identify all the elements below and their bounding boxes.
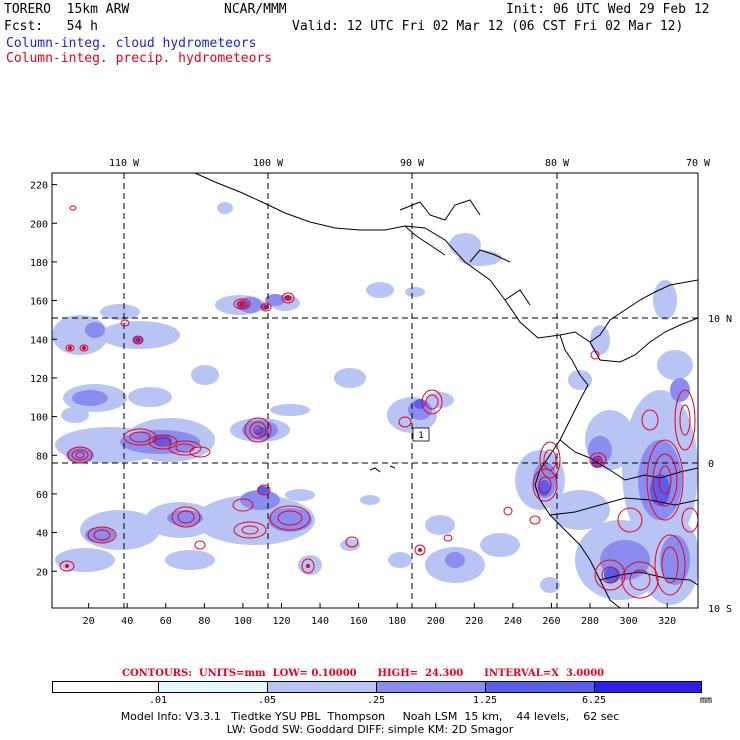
x-tick-label: 320 — [658, 616, 676, 627]
y-tick-label: 220 — [30, 181, 48, 192]
lon-label: 110 W — [109, 158, 140, 169]
x-tick-label: 180 — [388, 616, 406, 627]
x-tick-label: 200 — [427, 616, 445, 627]
colorbar-label: .01 — [148, 695, 168, 706]
contour-label-box: 1 — [412, 427, 430, 442]
colorbar-seg — [595, 682, 701, 692]
lon-label: 90 W — [400, 158, 425, 169]
lon-label: 80 W — [545, 158, 570, 169]
x-tick-label: 300 — [620, 616, 638, 627]
colorbar — [52, 681, 702, 693]
colorbar-seg — [377, 682, 486, 692]
x-tick-label: 260 — [542, 616, 560, 627]
y-axis-ticks: 20 40 60 80 100 120 140 160 180 200 220 — [30, 181, 57, 578]
x-tick-label: 20 — [83, 616, 95, 627]
x-tick-label: 140 — [311, 616, 329, 627]
x-tick-label: 120 — [272, 616, 290, 627]
x-tick-label: 240 — [504, 616, 522, 627]
colorbar-units: mm — [700, 695, 713, 706]
forecast-hour: Fcst: 54 h — [4, 19, 98, 34]
y-tick-label: 40 — [36, 529, 48, 540]
colorbar-label: 1.25 — [472, 695, 498, 706]
lat-label: 10 N — [708, 314, 732, 325]
colorbar-seg — [486, 682, 595, 692]
x-tick-label: 280 — [581, 616, 599, 627]
y-tick-label: 20 — [36, 567, 48, 578]
y-tick-label: 80 — [36, 451, 48, 462]
model-title: TORERO 15km ARW — [4, 2, 130, 17]
precip-cores — [65, 296, 600, 568]
colorbar-seg — [159, 682, 268, 692]
contours-info: CONTOURS: UNITS=mm LOW= 0.10000 HIGH= 24… — [122, 668, 605, 679]
cloud-light-layer — [52, 202, 698, 605]
y-tick-label: 60 — [36, 490, 48, 501]
lon-label: 100 W — [253, 158, 284, 169]
y-tick-label: 100 — [30, 413, 48, 424]
graticule — [52, 173, 698, 608]
lat-label: 10 S — [708, 604, 732, 615]
x-axis-ticks: 20 40 60 80 100 120 140 160 180 200 220 240 260 280 30… — [83, 603, 676, 627]
x-tick-label: 80 — [198, 616, 210, 627]
x-tick-label: 40 — [121, 616, 133, 627]
x-tick-label: 100 — [234, 616, 252, 627]
x-tick-label: 220 — [465, 616, 483, 627]
cloud-field — [52, 202, 698, 605]
model-info-line2: LW: Godd SW: Goddard DIFF: simple KM: 2D… — [226, 723, 514, 736]
precip-contours — [59, 205, 698, 599]
colorbar-label: 6.25 — [581, 695, 607, 706]
y-tick-label: 180 — [30, 258, 48, 269]
y-tick-label: 200 — [30, 219, 48, 230]
x-tick-label: 60 — [160, 616, 172, 627]
lon-labels: 110 W 100 W 90 W 80 W 70 W — [109, 158, 711, 169]
legend-cloud: Column-integ. cloud hydrometeors — [6, 36, 257, 51]
lat-labels: 10 N 0 10 S — [708, 314, 732, 615]
org-label: NCAR/MMM — [224, 2, 287, 17]
lon-label: 70 W — [686, 158, 711, 169]
colorbar-seg — [268, 682, 377, 692]
colorbar-label: .25 — [366, 695, 386, 706]
colorbar-seg — [53, 682, 159, 692]
model-info-line1: Model Info: V3.3.1 Tiedtke YSU PBL Thomp… — [120, 710, 620, 723]
x-tick-label: 160 — [350, 616, 368, 627]
y-tick-label: 140 — [30, 335, 48, 346]
map-frame — [51, 172, 699, 609]
valid-time: Valid: 12 UTC Fri 02 Mar 12 (06 CST Fri … — [292, 19, 684, 34]
contour-label: 1 — [418, 431, 423, 441]
init-time: Init: 06 UTC Wed 29 Feb 12 — [506, 2, 710, 17]
y-tick-label: 120 — [30, 374, 48, 385]
y-tick-label: 160 — [30, 297, 48, 308]
colorbar-label: .05 — [257, 695, 277, 706]
lat-label: 0 — [708, 459, 714, 470]
legend-precip: Column-integ. precip. hydrometeors — [6, 51, 273, 66]
